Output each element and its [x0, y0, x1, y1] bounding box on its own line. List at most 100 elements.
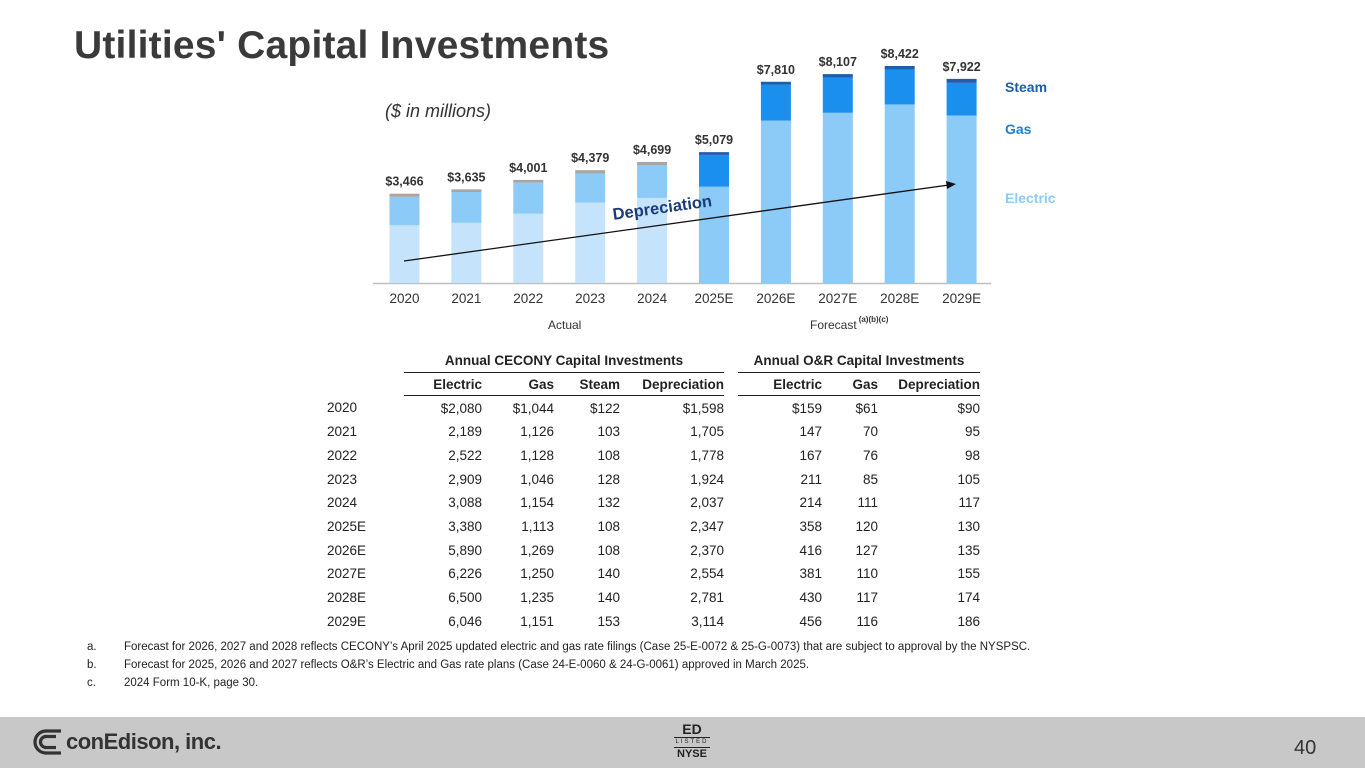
x-tick-2029e: 2029E [942, 291, 981, 306]
exchange-name: NYSE [677, 748, 707, 760]
table-row: 2021 2,189 1,126 103 1,705 147 70 95 [327, 420, 980, 444]
cecony-cell: 1,126 [520, 424, 554, 440]
bar-electric-2029e [946, 115, 977, 284]
group-label-forecast: Forecast (a)(b)(c) [810, 315, 888, 332]
bar-gas-2026e [760, 84, 791, 121]
capital-investments-chart: $3,466 2020 $3,635 2021 $4,001 2022 $4,379 2023… [373, 47, 991, 306]
or-col-header: Gas [822, 372, 878, 397]
footer-bar [0, 717, 1365, 768]
depreciation-line [403, 184, 949, 262]
cecony-cell: 2,347 [690, 518, 724, 534]
table-row: 2025E 3,380 1,113 108 2,347 358 120 130 [327, 515, 980, 539]
bar-steam-2028e [884, 66, 915, 70]
cecony-header: Annual CECONY Capital Investments [404, 349, 724, 374]
or-cell: 174 [957, 590, 980, 606]
cecony-cell: 153 [597, 613, 620, 629]
group-label-forecast-text: Forecast [810, 318, 857, 332]
cecony-cell: 1,250 [520, 566, 554, 582]
total-label-2029e: $7,922 [942, 60, 980, 74]
cecony-cell: 2,781 [690, 590, 724, 606]
or-cell: 135 [957, 542, 980, 558]
table-row: 2028E 6,500 1,235 140 2,781 430 117 174 [327, 586, 980, 610]
bar-steam-2029e [946, 78, 977, 83]
cecony-cell: 6,226 [448, 566, 482, 582]
bar-gas-2029e [946, 82, 977, 116]
cecony-col-header: Gas [482, 372, 554, 397]
page-title: Utilities' Capital Investments [74, 24, 610, 67]
or-cell: 130 [957, 518, 980, 534]
or-cell: 167 [799, 447, 822, 463]
total-label-2024: $4,699 [633, 143, 671, 157]
cecony-cell: 2,909 [448, 471, 482, 487]
row-year: 2020 [327, 400, 358, 416]
or-cell: 117 [856, 590, 878, 606]
or-col-header: Electric [738, 372, 822, 397]
total-label-2021: $3,635 [447, 170, 485, 184]
bar-steam-2022 [513, 179, 544, 183]
bar-electric-2023 [575, 202, 606, 283]
or-cell: 98 [964, 447, 980, 463]
cecony-cell: 3,380 [448, 518, 482, 534]
or-cell: 381 [799, 566, 822, 582]
cecony-cell: 3,088 [448, 495, 482, 511]
or-cell: 214 [799, 495, 822, 511]
cecony-cell: 1,778 [690, 447, 724, 463]
or-cell: 120 [855, 518, 878, 534]
cecony-col-header: Electric [404, 372, 482, 397]
or-cell: 105 [957, 471, 980, 487]
bar-electric-2027e [822, 112, 853, 284]
total-label-2028e: $8,422 [881, 47, 919, 61]
or-cell: 110 [856, 566, 878, 582]
cecony-cell: $2,080 [440, 400, 482, 416]
or-cell: 416 [799, 542, 822, 558]
total-label-2026e: $7,810 [757, 63, 795, 77]
cecony-cell: 6,500 [448, 590, 482, 606]
cecony-col-header: Depreciation [620, 372, 724, 397]
table-row: 2027E 6,226 1,250 140 2,554 381 110 155 [327, 562, 980, 586]
legend-steam: Steam [1005, 79, 1048, 95]
total-label-2023: $4,379 [571, 151, 609, 165]
bar-steam-2023 [575, 170, 606, 174]
or-cell: 95 [964, 424, 980, 440]
cecony-cell: 108 [597, 447, 620, 463]
cecony-cell: $1,044 [512, 400, 554, 416]
or-cell: 70 [862, 424, 878, 440]
depreciation-arrowhead [946, 181, 956, 189]
bar-steam-2024 [637, 161, 668, 166]
total-label-2027e: $8,107 [819, 55, 857, 69]
table-row: 2020 $2,080 $1,044 $122 $1,598 $159 $61 $90 [327, 396, 980, 420]
x-tick-2024: 2024 [637, 291, 668, 306]
cecony-cell: 1,705 [690, 424, 724, 440]
units-note: ($ in millions) [385, 101, 492, 121]
company-logo: conEdison, inc. [30, 728, 222, 756]
table-body: 2020 $2,080 $1,044 $122 $1,598 $159 $61 $90 2021… [327, 396, 980, 633]
or-cell: 85 [862, 471, 878, 487]
legend-electric: Electric [1005, 190, 1056, 206]
row-year: 2028E [327, 590, 367, 606]
table-row: 2023 2,909 1,046 128 1,924 211 85 105 [327, 467, 980, 491]
row-year: 2025E [327, 518, 367, 534]
cecony-cell: 3,114 [691, 613, 724, 629]
bar-electric-2022 [513, 213, 544, 283]
bar-steam-2026e [760, 81, 791, 85]
footnote-text: 2024 Form 10-K, page 30. [124, 677, 259, 689]
row-year: 2023 [327, 471, 358, 487]
table-group-header-row: Annual CECONY Capital Investments Annual… [327, 349, 980, 374]
ticker-symbol: ED [682, 721, 702, 737]
table-row: 2029E 6,046 1,151 153 3,114 456 116 186 [327, 609, 980, 633]
nyse-listed-badge: ED LISTED NYSE [672, 722, 712, 760]
cecony-cell: 1,046 [520, 471, 554, 487]
total-label-2022: $4,001 [509, 161, 547, 175]
legend-gas: Gas [1005, 121, 1032, 137]
cecony-cell: 1,154 [520, 495, 554, 511]
group-label-actual: Actual [548, 318, 582, 332]
bar-steam-2027e [822, 74, 853, 78]
bar-gas-2021 [451, 191, 482, 223]
footnote: b. Forecast for 2025, 2026 and 2027 refle… [87, 659, 1030, 677]
table-row: 2022 2,522 1,128 108 1,778 167 76 98 [327, 444, 980, 468]
or-cell: $159 [791, 400, 822, 416]
or-cell: 116 [856, 613, 878, 629]
x-tick-2028e: 2028E [880, 291, 919, 306]
footnotes: a. Forecast for 2026, 2027 and 2028 refle… [87, 641, 1030, 695]
row-year: 2021 [327, 424, 358, 440]
